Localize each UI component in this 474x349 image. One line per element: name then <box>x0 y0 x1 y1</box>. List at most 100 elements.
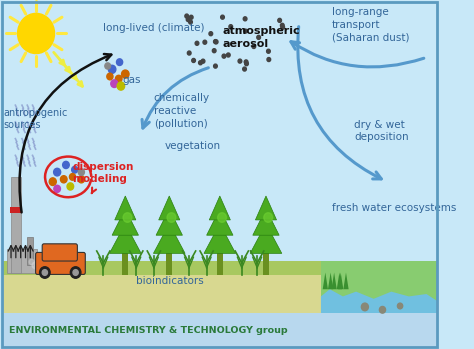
Circle shape <box>187 51 191 55</box>
Text: chemically
reactive
(pollution): chemically reactive (pollution) <box>154 93 210 129</box>
Polygon shape <box>250 224 282 253</box>
Circle shape <box>186 17 190 22</box>
Circle shape <box>214 64 217 68</box>
FancyBboxPatch shape <box>321 261 438 313</box>
Circle shape <box>192 59 195 62</box>
Circle shape <box>243 67 246 71</box>
FancyBboxPatch shape <box>2 2 438 313</box>
Circle shape <box>264 213 273 222</box>
Circle shape <box>70 267 81 278</box>
Circle shape <box>243 17 247 21</box>
FancyBboxPatch shape <box>2 261 321 313</box>
Polygon shape <box>343 273 348 289</box>
Circle shape <box>238 59 242 63</box>
Text: vegetation: vegetation <box>165 141 221 151</box>
Circle shape <box>49 178 56 186</box>
Text: ENVIRONMENTAL CHEMISTRY & TECHNOLOGY group: ENVIRONMENTAL CHEMISTRY & TECHNOLOGY gro… <box>9 326 287 335</box>
Circle shape <box>214 39 217 44</box>
Circle shape <box>244 60 248 64</box>
Text: long-lived (climate): long-lived (climate) <box>103 23 205 33</box>
Circle shape <box>245 62 248 66</box>
Circle shape <box>201 59 205 63</box>
FancyBboxPatch shape <box>42 244 77 261</box>
FancyBboxPatch shape <box>122 234 128 275</box>
Polygon shape <box>338 273 343 289</box>
Polygon shape <box>209 196 230 220</box>
Circle shape <box>397 303 403 309</box>
Circle shape <box>115 75 122 82</box>
Circle shape <box>117 82 125 90</box>
Polygon shape <box>321 289 438 313</box>
Circle shape <box>244 29 247 33</box>
Polygon shape <box>253 209 279 235</box>
Polygon shape <box>337 273 342 289</box>
Circle shape <box>203 40 207 44</box>
Text: dispersion
modeling: dispersion modeling <box>73 162 134 184</box>
Text: dry & wet
deposition: dry & wet deposition <box>354 119 409 142</box>
Circle shape <box>105 63 110 69</box>
Polygon shape <box>115 196 136 220</box>
Circle shape <box>195 41 199 45</box>
Polygon shape <box>112 209 138 235</box>
Circle shape <box>63 161 69 169</box>
FancyBboxPatch shape <box>7 248 37 273</box>
Circle shape <box>121 70 129 78</box>
FancyBboxPatch shape <box>11 177 21 273</box>
Circle shape <box>214 40 218 44</box>
Text: fresh water ecosystems: fresh water ecosystems <box>332 203 456 213</box>
FancyBboxPatch shape <box>27 237 33 265</box>
Circle shape <box>29 259 34 265</box>
Circle shape <box>199 61 202 65</box>
Circle shape <box>111 80 118 88</box>
Text: bioindicators: bioindicators <box>137 276 204 286</box>
Text: long-range
transport
(Saharan dust): long-range transport (Saharan dust) <box>332 7 410 43</box>
Circle shape <box>229 25 233 29</box>
Polygon shape <box>204 224 236 253</box>
Polygon shape <box>255 196 276 220</box>
Circle shape <box>39 267 50 278</box>
Polygon shape <box>154 224 185 253</box>
Circle shape <box>67 183 73 190</box>
FancyBboxPatch shape <box>263 234 269 275</box>
Circle shape <box>379 306 385 313</box>
Circle shape <box>361 303 368 311</box>
FancyBboxPatch shape <box>217 234 223 275</box>
Text: antropogenic
sources: antropogenic sources <box>3 107 68 131</box>
Text: atmospheric
aerosol: atmospheric aerosol <box>222 26 300 49</box>
FancyBboxPatch shape <box>2 313 438 347</box>
Polygon shape <box>328 273 333 289</box>
Circle shape <box>281 23 284 27</box>
Circle shape <box>78 176 85 183</box>
FancyBboxPatch shape <box>36 252 85 274</box>
Circle shape <box>78 169 84 176</box>
Circle shape <box>123 213 132 222</box>
Circle shape <box>281 25 284 29</box>
Circle shape <box>117 59 123 66</box>
Polygon shape <box>109 224 141 253</box>
Circle shape <box>70 173 76 180</box>
FancyBboxPatch shape <box>10 207 21 213</box>
Circle shape <box>18 13 55 53</box>
Circle shape <box>72 166 78 173</box>
Circle shape <box>278 18 282 22</box>
Circle shape <box>42 270 47 275</box>
Polygon shape <box>331 273 337 289</box>
Circle shape <box>107 73 113 80</box>
Circle shape <box>222 54 226 58</box>
Circle shape <box>221 15 224 19</box>
Circle shape <box>61 176 67 183</box>
Circle shape <box>73 270 78 275</box>
Circle shape <box>257 35 261 39</box>
Circle shape <box>266 49 270 53</box>
FancyBboxPatch shape <box>166 234 173 275</box>
Text: gas: gas <box>122 75 141 85</box>
Polygon shape <box>323 273 328 289</box>
Circle shape <box>209 32 213 36</box>
Circle shape <box>227 53 230 57</box>
Circle shape <box>54 168 61 176</box>
Polygon shape <box>207 209 233 235</box>
Circle shape <box>212 49 216 53</box>
Circle shape <box>189 20 192 24</box>
Circle shape <box>109 65 116 73</box>
Circle shape <box>190 15 193 19</box>
